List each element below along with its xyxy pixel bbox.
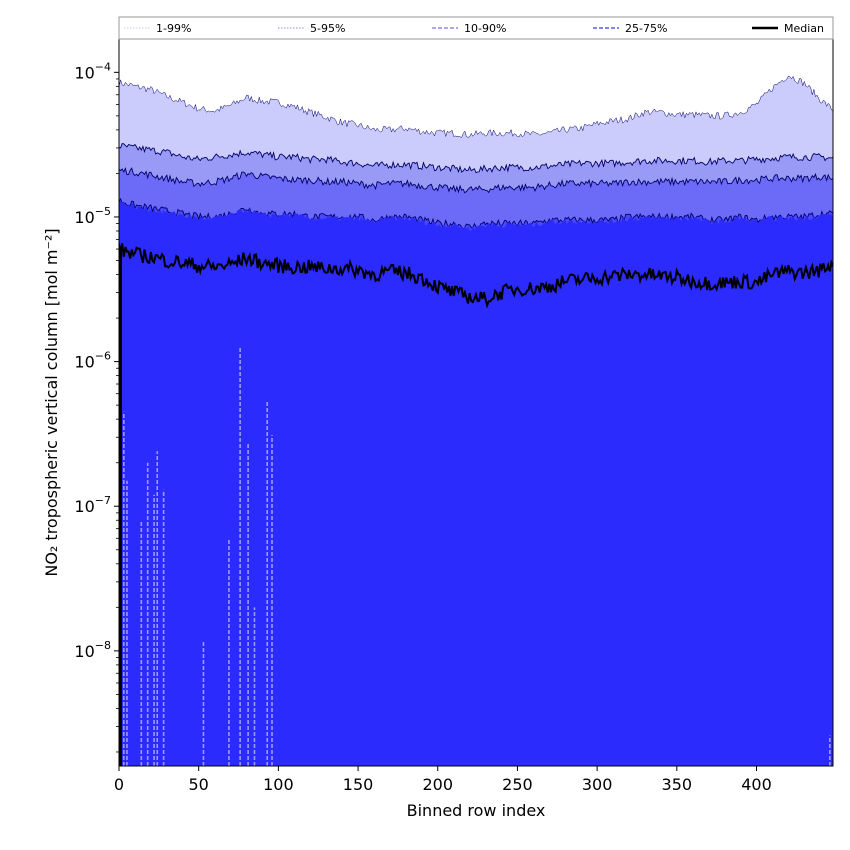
y-tick-label: 10−5 — [74, 205, 111, 227]
legend-entry-label: Median — [784, 22, 824, 35]
x-tick-label: 50 — [189, 775, 209, 794]
band-edge-5-95% — [119, 143, 833, 174]
x-tick-label: 350 — [662, 775, 693, 794]
series-group — [119, 39, 833, 766]
legend-box — [118, 16, 834, 40]
y-tick-label: 10−8 — [74, 639, 111, 661]
x-axis-label: Binned row index — [407, 801, 546, 820]
x-tick-label: 0 — [114, 775, 124, 794]
y-tick-label: 10−4 — [74, 60, 111, 82]
x-tick-label: 250 — [502, 775, 533, 794]
x-tick-label: 400 — [741, 775, 772, 794]
median-line — [119, 243, 833, 309]
band-base-fill — [119, 201, 833, 766]
band-edge-10-90% — [119, 167, 833, 194]
band-edge-1-99% — [119, 75, 833, 138]
x-tick-label: 150 — [343, 775, 374, 794]
x-tick-label: 300 — [582, 775, 613, 794]
y-tick-label: 10−7 — [74, 494, 111, 516]
x-tick-label: 200 — [422, 775, 453, 794]
legend: 1-99% 5-95% 10-90% 25-75% Median — [118, 16, 834, 40]
x-tick-label: 100 — [263, 775, 294, 794]
y-axis-label: NO₂ tropospheric vertical column [mol m⁻… — [42, 228, 61, 576]
legend-entry-label: 5-95% — [310, 22, 345, 35]
legend-entry-label: 10-90% — [464, 22, 506, 35]
y-tick-label: 10−6 — [74, 350, 111, 372]
plot-area — [119, 39, 833, 766]
legend-entry-label: 1-99% — [156, 22, 191, 35]
legend-entry-label: 25-75% — [625, 22, 667, 35]
